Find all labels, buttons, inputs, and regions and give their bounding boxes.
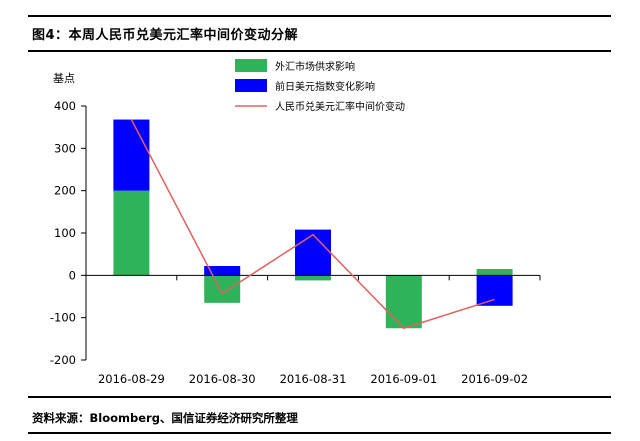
legend-swatch: [235, 59, 267, 72]
bottom-rule: [28, 432, 611, 434]
x-tick-label: 2016-09-02: [461, 372, 528, 386]
bars-group: [113, 119, 513, 329]
y-tick-label: 100: [54, 226, 76, 240]
y-tick-label: -100: [50, 311, 76, 325]
x-tick-label: 2016-08-30: [189, 372, 256, 386]
y-axis-label: 基点: [53, 72, 75, 85]
y-tick-label: 400: [54, 99, 76, 113]
source-rule: [28, 396, 611, 398]
bar-segment: [204, 275, 241, 303]
chart-source: 资料来源：Bloomberg、国信证券经济研究所整理: [32, 411, 298, 425]
legend-label: 人民币兑美元汇率中间价变动: [275, 100, 405, 113]
bar-segment: [204, 266, 241, 276]
bar-segment: [385, 275, 422, 329]
bar-segment: [476, 275, 513, 306]
bar-segment: [113, 190, 150, 276]
y-tick-label: 200: [54, 184, 76, 198]
x-tick-label: 2016-08-29: [98, 372, 165, 386]
y-tick-label: 300: [54, 141, 76, 155]
line-group: [130, 119, 495, 330]
bar-segment: [295, 275, 331, 281]
x-tick-label: 2016-09-01: [370, 372, 437, 386]
title-rule: [28, 50, 611, 52]
bar-segment: [113, 119, 150, 191]
y-tick-label: 0: [69, 268, 76, 282]
legend-swatch: [235, 79, 267, 92]
bar-segment: [476, 268, 513, 276]
legend-label: 前日美元指数变化影响: [275, 80, 375, 93]
legend-label: 外汇市场供求影响: [275, 60, 355, 73]
net-change-line: [130, 119, 495, 330]
axes-group: 400 300 200 100 0 -100 -200 2016-08-29 2016-08-3…: [50, 99, 541, 386]
x-tick-label: 2016-08-31: [280, 372, 347, 386]
top-rule: [28, 15, 611, 17]
bar-segment: [295, 229, 331, 276]
chart-title: 图4：本周人民币兑美元汇率中间价变动分解: [32, 28, 299, 43]
y-tick-label: -200: [50, 353, 76, 367]
